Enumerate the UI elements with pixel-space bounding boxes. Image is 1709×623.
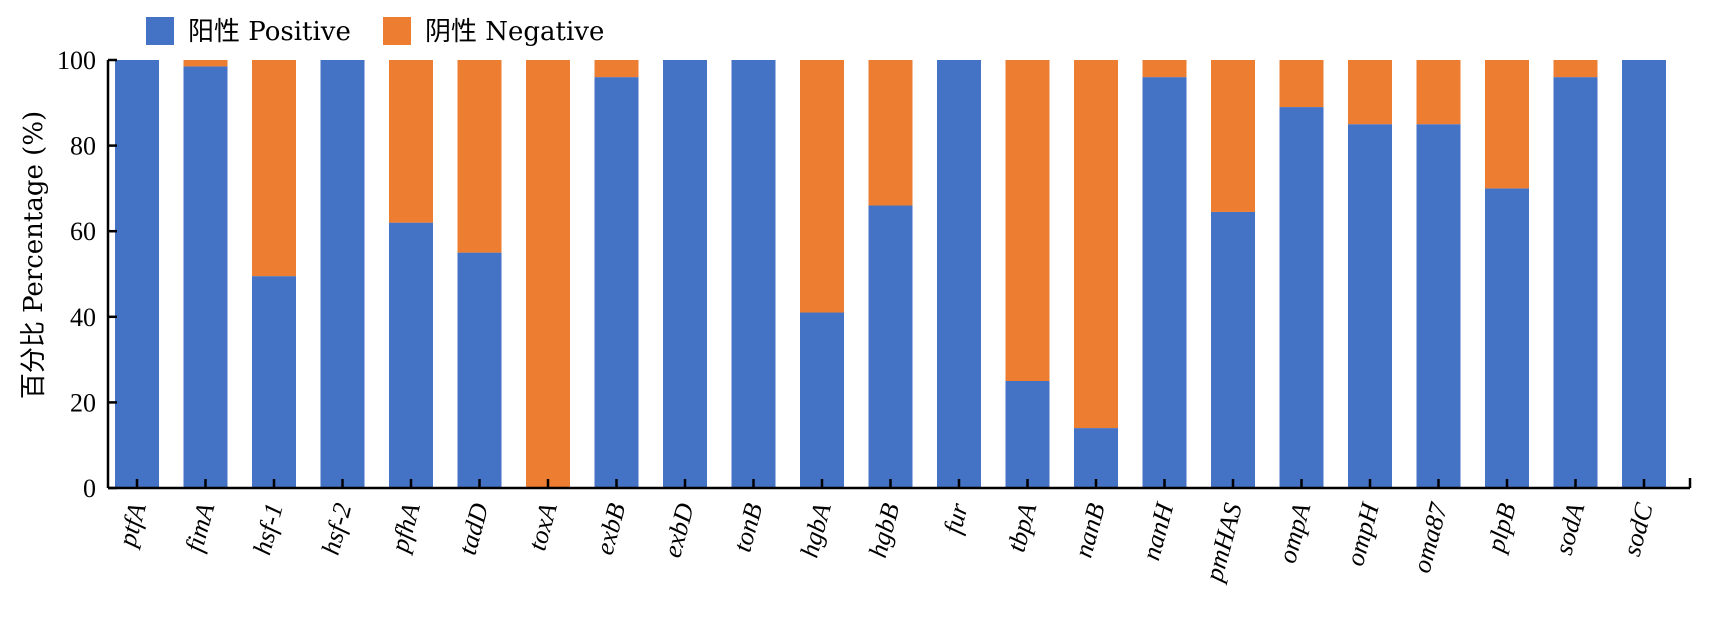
bar-positive-nanH <box>1142 77 1187 489</box>
bar-negative-ompA <box>1279 60 1324 108</box>
x-tick-label-ptfA: ptfA <box>112 500 152 551</box>
x-tick-label-tonB: tonB <box>728 500 769 555</box>
x-tick-label-fur: fur <box>938 499 974 537</box>
bar-positive-tadD <box>457 252 502 488</box>
x-tick-label-pmHAS: pmHAS <box>1199 500 1248 586</box>
bar-positive-oma87 <box>1416 124 1461 488</box>
y-axis-title: 百分比 Percentage (%) <box>19 111 49 399</box>
bar-negative-tadD <box>457 60 502 253</box>
bar-positive-exbD <box>663 60 707 488</box>
y-tick-label-80: 80 <box>70 132 96 161</box>
legend-label-negative: 阴性 Negative <box>425 17 604 47</box>
y-tick-label-100: 100 <box>57 46 96 75</box>
legend: 阳性 Positive 阴性 Negative <box>146 17 604 47</box>
bar-positive-sodC <box>1622 60 1666 488</box>
x-tick-label-toxA: toxA <box>522 500 562 554</box>
bar-positive-tbpA <box>1005 381 1050 488</box>
bar-negative-ompH <box>1348 60 1392 125</box>
bar-positive-fimA <box>183 66 228 489</box>
x-tick-label-exbD: exbD <box>658 500 700 561</box>
bar-negative-sodA <box>1553 60 1598 78</box>
x-tick-label-fimA: fimA <box>180 500 221 555</box>
bar-positive-ompH <box>1348 124 1392 488</box>
bar-negative-nanB <box>1074 60 1118 429</box>
legend-swatch-negative <box>383 17 411 45</box>
bar-negative-oma87 <box>1416 60 1461 125</box>
x-tick-label-tbpA: tbpA <box>1002 500 1043 555</box>
x-tick-label-hgbA: hgbA <box>795 500 837 561</box>
bar-negative-fimA <box>183 60 228 67</box>
x-tick-label-hgbB: hgbB <box>863 500 905 561</box>
axes <box>106 60 1692 490</box>
x-tick-label-hsf-2: hsf-2 <box>316 500 357 558</box>
bar-positive-hsf-1 <box>252 276 296 488</box>
y-tick-label-20: 20 <box>70 388 96 417</box>
bar-positive-pmHAS <box>1211 211 1255 488</box>
legend-swatch-positive <box>146 17 174 45</box>
bar-negative-hgbA <box>800 60 844 313</box>
y-tick-label-0: 0 <box>83 474 96 503</box>
bar-negative-hgbB <box>868 60 913 206</box>
bar-negative-plpB <box>1485 60 1529 189</box>
legend-label-positive: 阳性 Positive <box>188 17 351 47</box>
bar-negative-hsf-1 <box>252 60 296 277</box>
bar-negative-exbB <box>594 60 639 78</box>
bar-positive-hsf-2 <box>320 60 365 488</box>
x-tick-label-sodA: sodA <box>1549 500 1591 558</box>
x-tick-label-nanB: nanB <box>1069 500 1111 561</box>
bar-negative-nanH <box>1142 60 1187 78</box>
x-tick-label-ompH: ompH <box>1340 499 1385 569</box>
bar-positive-exbB <box>594 77 639 489</box>
x-tick-label-oma87: oma87 <box>1407 499 1454 576</box>
x-tick-label-tadD: tadD <box>453 500 495 558</box>
y-tick-label-60: 60 <box>70 217 96 246</box>
bar-positive-plpB <box>1485 188 1529 488</box>
y-tick-label-40: 40 <box>70 303 96 332</box>
bar-positive-sodA <box>1553 77 1598 489</box>
x-tick-label-hsf-1: hsf-1 <box>247 500 288 558</box>
x-tick-label-sodC: sodC <box>1617 499 1659 559</box>
bar-negative-tbpA <box>1005 60 1050 381</box>
bar-positive-hgbB <box>868 205 913 488</box>
bar-positive-nanB <box>1074 428 1118 488</box>
x-tick-label-plpB: plpB <box>1481 500 1522 557</box>
x-tick-labels: ptfA fimA hsf-1 hsf-2 pfhA tadD toxA exbB exbD to… <box>112 499 1659 586</box>
bar-negative-toxA <box>526 60 570 488</box>
bar-positive-pfhA <box>389 222 433 488</box>
bars <box>115 60 1666 489</box>
y-ticks: 0 20 40 60 80 100 <box>57 46 117 503</box>
bar-negative-pmHAS <box>1211 60 1255 212</box>
bar-positive-hgbA <box>800 312 844 488</box>
x-tick-label-nanH: nanH <box>1136 499 1179 563</box>
bar-positive-fur <box>937 60 981 488</box>
bar-negative-pfhA <box>389 60 433 223</box>
x-tick-label-ompA: ompA <box>1273 500 1317 566</box>
x-tick-label-pfhA: pfhA <box>385 500 426 557</box>
bar-positive-ompA <box>1279 107 1324 488</box>
bar-positive-ptfA <box>115 60 159 488</box>
bar-positive-tonB <box>731 60 776 488</box>
x-tick-label-exbB: exbB <box>590 500 631 558</box>
